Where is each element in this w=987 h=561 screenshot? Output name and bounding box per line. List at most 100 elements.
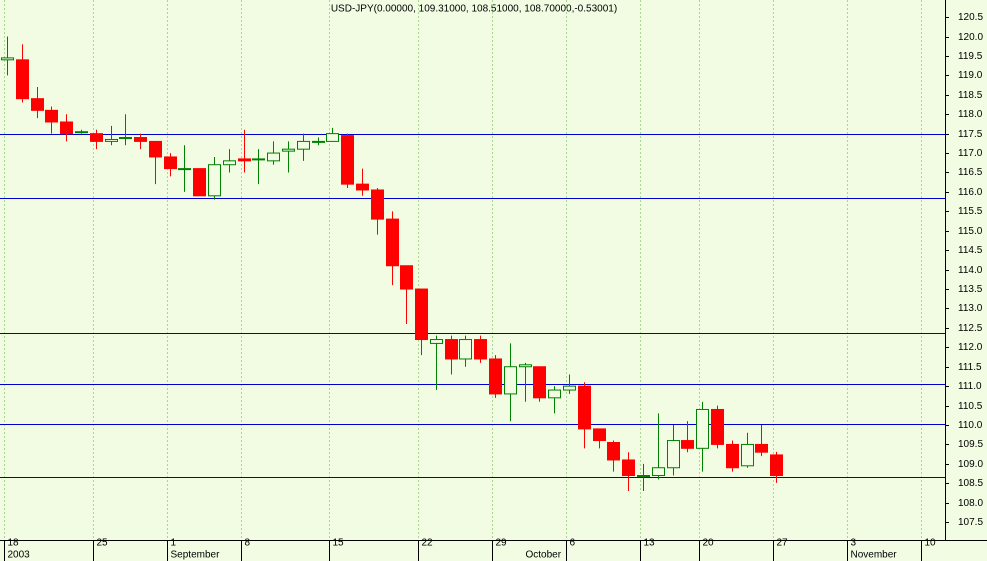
candle-body bbox=[312, 140, 325, 143]
candle-body bbox=[75, 131, 88, 134]
y-tick-label: 109.5 bbox=[958, 439, 983, 450]
candle-body bbox=[681, 440, 694, 449]
y-tick-label: 120.5 bbox=[958, 12, 983, 23]
candle-body bbox=[474, 339, 487, 360]
candle-body bbox=[178, 168, 191, 171]
candle-body bbox=[667, 440, 680, 469]
candle-body bbox=[386, 218, 399, 267]
y-tick-label: 117.5 bbox=[958, 129, 983, 140]
x-tick-label: 13 bbox=[644, 538, 656, 549]
candle-body bbox=[149, 140, 162, 158]
candle-body bbox=[652, 467, 665, 477]
candle-body bbox=[622, 459, 635, 477]
y-tick-label: 116.0 bbox=[958, 187, 983, 198]
candle-body bbox=[252, 158, 265, 161]
x-tick-label: 3 bbox=[851, 538, 857, 549]
y-tick-label: 114.5 bbox=[958, 245, 983, 256]
candle-body bbox=[164, 156, 177, 170]
x-tick-label: 8 bbox=[245, 538, 251, 549]
candle-body bbox=[548, 389, 561, 399]
y-tick-label: 118.5 bbox=[958, 90, 983, 101]
x-tick-label: 22 bbox=[422, 538, 434, 549]
y-tick-label: 107.5 bbox=[958, 517, 983, 528]
candle-body bbox=[223, 160, 236, 166]
y-tick-label: 115.5 bbox=[958, 206, 983, 217]
y-tick-label: 109.0 bbox=[958, 459, 983, 470]
y-tick-label: 120.0 bbox=[958, 32, 983, 43]
candle-body bbox=[238, 158, 251, 162]
y-tick-label: 117.0 bbox=[958, 148, 983, 159]
x-tick-label: 25 bbox=[97, 538, 109, 549]
candle-body bbox=[445, 339, 458, 360]
candle-body bbox=[45, 109, 58, 123]
x-tick-label: 20 bbox=[703, 538, 715, 549]
candle-body bbox=[519, 364, 532, 368]
candle-body bbox=[208, 164, 221, 197]
y-tick-label: 113.5 bbox=[958, 284, 983, 295]
candle-body bbox=[741, 443, 754, 467]
candle-body bbox=[755, 443, 768, 453]
y-tick-label: 115.0 bbox=[958, 226, 983, 237]
y-tick-label: 116.5 bbox=[958, 167, 983, 178]
chart-title: USD-JPY(0.00000, 109.31000, 108.51000, 1… bbox=[331, 4, 617, 15]
candle-body bbox=[400, 265, 413, 290]
candle-body bbox=[193, 168, 206, 197]
x-tick-label: 10 bbox=[925, 538, 937, 549]
y-tick-label: 110.5 bbox=[958, 401, 983, 412]
candle-body bbox=[326, 133, 339, 142]
candle-body bbox=[593, 428, 606, 442]
candle-body bbox=[430, 339, 443, 344]
y-tick-label: 118.0 bbox=[958, 109, 983, 120]
candle-body bbox=[770, 454, 783, 477]
y-tick-label: 108.5 bbox=[958, 478, 983, 489]
candle-body bbox=[267, 152, 280, 162]
month-label: October bbox=[526, 550, 562, 561]
y-tick-label: 111.0 bbox=[958, 381, 982, 392]
candle-body bbox=[504, 366, 517, 395]
x-tick-label: 18 bbox=[8, 538, 20, 549]
month-label: 2003 bbox=[8, 550, 31, 561]
candle-body bbox=[607, 441, 620, 461]
candle-body bbox=[297, 140, 310, 150]
x-tick-label: 6 bbox=[570, 538, 576, 549]
x-tick-label: 15 bbox=[333, 538, 345, 549]
candle-body bbox=[459, 339, 472, 360]
month-label: September bbox=[171, 550, 221, 561]
candle-body bbox=[31, 98, 44, 111]
candle-body bbox=[282, 148, 295, 152]
y-tick-label: 110.0 bbox=[958, 420, 983, 431]
candle-body bbox=[105, 138, 118, 142]
y-tick-label: 108.0 bbox=[958, 498, 983, 509]
candle-body bbox=[341, 135, 354, 185]
month-label: November bbox=[851, 550, 898, 561]
x-tick-label: 27 bbox=[777, 538, 789, 549]
y-tick-label: 111.5 bbox=[958, 362, 982, 373]
y-tick-label: 119.5 bbox=[958, 51, 983, 62]
candle-body bbox=[1, 57, 14, 61]
x-tick-label: 1 bbox=[171, 538, 177, 549]
x-tick-label: 29 bbox=[496, 538, 508, 549]
candle-body bbox=[711, 408, 724, 445]
candle-body bbox=[489, 358, 502, 395]
candle-body bbox=[356, 183, 369, 191]
candle-body bbox=[90, 133, 103, 142]
candle-body bbox=[415, 288, 428, 341]
candle-body bbox=[119, 137, 132, 140]
candle-body bbox=[578, 385, 591, 430]
y-tick-label: 114.0 bbox=[958, 265, 983, 276]
candle-body bbox=[60, 121, 73, 135]
y-tick-label: 119.0 bbox=[958, 70, 983, 81]
y-tick-label: 112.0 bbox=[958, 342, 983, 353]
candle-body bbox=[371, 189, 384, 220]
candle-body bbox=[563, 385, 576, 391]
candle-body bbox=[16, 59, 29, 100]
candle-body bbox=[134, 137, 147, 142]
candle-body bbox=[696, 408, 709, 449]
candle-body bbox=[637, 475, 650, 478]
y-tick-label: 113.0 bbox=[958, 303, 983, 314]
candle-body bbox=[726, 443, 739, 469]
candle-body bbox=[533, 366, 546, 399]
